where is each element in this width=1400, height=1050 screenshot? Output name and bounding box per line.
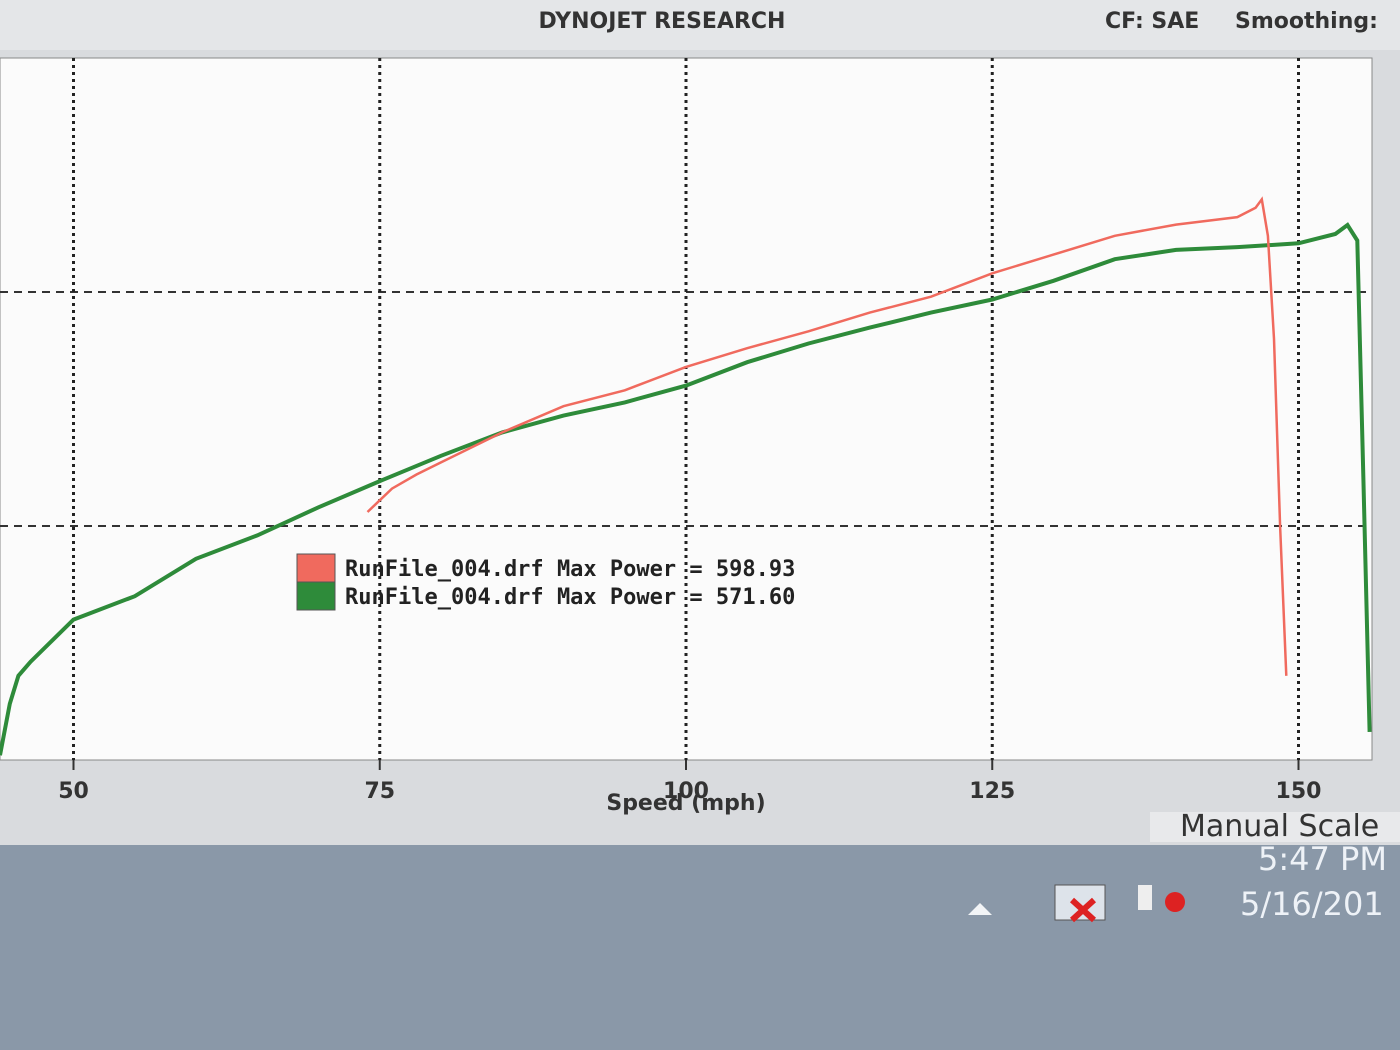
x-tick-label: 125 <box>969 779 1015 804</box>
network-icon[interactable] <box>1054 884 1106 923</box>
legend-text: Max Power = <box>557 557 703 582</box>
legend-swatch <box>296 581 336 611</box>
clock-time: 5:47 PM <box>1258 840 1387 878</box>
legend-entry: RunFile_004.drf Max Power = 571.60 <box>345 585 795 610</box>
x-axis-title: Speed (mph) <box>606 791 765 816</box>
legend-text: Max Power = <box>557 585 703 610</box>
status-panel <box>1150 812 1400 842</box>
legend-name: RunFile_004.drf <box>345 557 544 582</box>
x-tick-label: 150 <box>1276 779 1322 804</box>
tray-arrow[interactable] <box>968 903 992 915</box>
data-line <box>0 222 1372 756</box>
taskbar <box>0 845 1400 1050</box>
title-bar <box>0 0 1400 50</box>
max-power-label: 571.60 <box>716 585 795 610</box>
x-tick-label: 50 <box>58 779 89 804</box>
x-tick-label: 75 <box>364 779 395 804</box>
cf-label: CF: SAE <box>1105 9 1199 34</box>
max-power-label: 598.93 <box>716 557 795 582</box>
x-tick-label: 100 <box>663 779 709 804</box>
volume-icon[interactable] <box>1138 885 1185 912</box>
legend-name: RunFile_004.drf <box>345 585 544 610</box>
scale-mode: Manual Scale <box>1180 809 1379 844</box>
plot: 50 75 100 125 150 Speed (mph) RunFile_004.drf … <box>0 58 1372 816</box>
legend-swatch <box>296 553 336 583</box>
data-line <box>366 196 1288 676</box>
clock-date: 5/16/201 <box>1240 885 1384 923</box>
app-title: DYNOJET RESEARCH <box>539 9 786 34</box>
smoothing-label: Smoothing: <box>1235 9 1378 34</box>
legend-entry: RunFile_004.drf Max Power = 598.93 <box>345 557 795 582</box>
